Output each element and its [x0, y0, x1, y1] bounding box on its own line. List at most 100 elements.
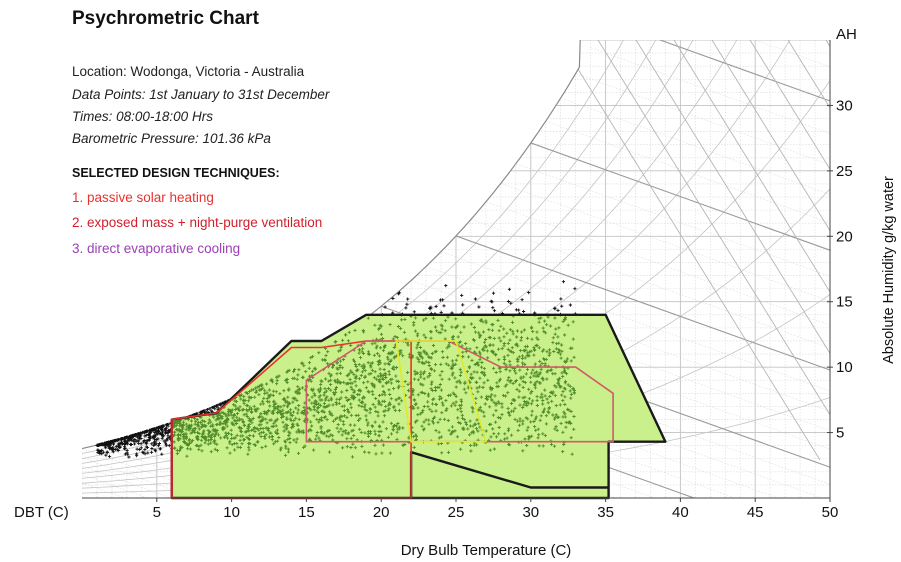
data-point — [183, 432, 187, 436]
data-point — [521, 422, 525, 426]
data-point — [494, 435, 499, 439]
data-point — [189, 419, 193, 423]
data-point — [258, 384, 262, 388]
data-point — [511, 409, 516, 413]
data-point — [184, 428, 188, 432]
data-point — [324, 389, 329, 393]
data-point — [488, 385, 492, 389]
data-point — [263, 392, 267, 396]
data-point — [233, 399, 237, 403]
data-point — [327, 435, 331, 439]
data-point — [369, 407, 373, 411]
data-point — [366, 432, 370, 436]
data-point — [223, 419, 228, 423]
data-point — [475, 386, 479, 390]
data-point — [110, 446, 115, 450]
data-point — [260, 419, 264, 423]
data-point — [293, 367, 297, 372]
data-point — [397, 425, 402, 429]
data-point — [468, 424, 472, 428]
data-point — [441, 355, 445, 360]
data-point — [521, 405, 525, 410]
data-point — [549, 324, 553, 328]
data-point — [233, 404, 237, 408]
data-point — [390, 350, 394, 354]
data-point — [497, 336, 501, 340]
data-point — [497, 425, 501, 430]
data-point — [290, 426, 294, 430]
data-point — [113, 447, 117, 452]
y-tick-label: 5 — [836, 425, 844, 442]
data-point — [401, 354, 405, 358]
data-point — [388, 403, 392, 407]
data-point — [461, 427, 465, 431]
data-point — [398, 396, 402, 400]
data-point — [551, 336, 555, 340]
data-point — [443, 329, 447, 333]
data-point — [314, 402, 318, 407]
data-point — [550, 390, 554, 394]
data-point — [226, 412, 230, 416]
data-point — [541, 410, 545, 414]
data-point — [392, 404, 396, 408]
data-point — [312, 392, 316, 396]
data-point — [373, 429, 377, 433]
data-point — [486, 356, 490, 360]
data-point — [454, 317, 458, 321]
data-point — [554, 413, 558, 417]
data-point — [285, 377, 289, 382]
data-point — [294, 416, 298, 420]
data-point — [478, 405, 482, 409]
wet-bulb-line — [725, 40, 830, 498]
data-point — [554, 425, 558, 429]
data-point — [195, 437, 199, 441]
data-point — [537, 433, 541, 437]
data-point — [430, 409, 434, 413]
data-point — [533, 371, 537, 375]
data-point — [116, 444, 121, 448]
data-point — [200, 432, 204, 436]
data-point — [508, 363, 512, 367]
data-point — [156, 437, 160, 441]
data-point — [253, 443, 258, 447]
data-point — [107, 454, 112, 458]
data-point — [257, 432, 261, 436]
data-point — [315, 434, 319, 438]
data-point — [274, 402, 278, 406]
data-point — [349, 385, 353, 389]
data-point — [381, 384, 385, 388]
data-point — [235, 415, 239, 419]
data-point — [181, 420, 185, 424]
data-point — [335, 361, 339, 365]
x-tick-label: 45 — [747, 504, 764, 521]
wet-bulb-line — [680, 40, 830, 498]
data-point — [322, 405, 326, 409]
data-point — [357, 377, 362, 381]
data-point — [330, 413, 334, 417]
data-point — [297, 368, 301, 372]
data-point — [464, 341, 468, 346]
data-point — [568, 389, 572, 393]
data-point — [221, 421, 225, 426]
data-point — [434, 409, 438, 413]
data-point — [324, 434, 328, 438]
data-point — [347, 410, 351, 414]
data-point — [302, 445, 306, 449]
data-point — [365, 409, 369, 413]
data-point — [150, 450, 154, 454]
data-point — [386, 380, 390, 384]
data-point — [309, 356, 313, 360]
data-point — [453, 403, 457, 407]
x-tick-label: 25 — [448, 504, 465, 521]
data-point — [316, 411, 320, 415]
data-point — [289, 408, 293, 412]
data-point — [426, 375, 430, 379]
data-point — [297, 417, 301, 421]
data-point — [195, 443, 199, 447]
data-point — [165, 438, 169, 442]
data-point — [200, 424, 204, 428]
data-point — [291, 400, 295, 404]
data-point — [416, 343, 420, 347]
data-point — [553, 307, 557, 311]
data-point — [428, 407, 432, 411]
